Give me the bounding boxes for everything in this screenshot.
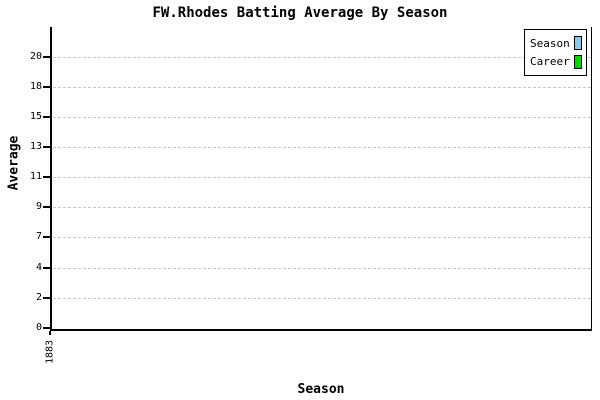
legend-label-career: Career: [530, 55, 570, 69]
x-tick-mark: [49, 331, 51, 335]
legend-swatch-season: [574, 36, 582, 51]
y-tick-label: 13: [29, 141, 42, 152]
y-tick-mark: [43, 297, 51, 299]
y-tick-label: 4: [35, 262, 42, 273]
gridline-4: [53, 268, 591, 269]
y-tick-mark: [43, 206, 51, 208]
gridline-9: [53, 207, 591, 208]
y-tick-mark: [43, 176, 51, 178]
y-tick-label: 2: [35, 292, 42, 303]
y-tick-mark: [43, 146, 51, 148]
gridline-7: [53, 237, 591, 238]
y-tick-mark: [43, 236, 51, 238]
y-tick-label: 15: [29, 111, 42, 122]
y-tick-label: 18: [29, 81, 42, 92]
y-tick-label: 20: [29, 51, 42, 62]
legend-item-career: Career: [530, 54, 582, 69]
gridline-11: [53, 177, 591, 178]
y-tick-mark: [43, 86, 51, 88]
x-tick-label: 1883: [44, 339, 56, 365]
gridline-18: [53, 87, 591, 88]
y-tick-mark: [43, 267, 51, 269]
legend: Season Career: [524, 29, 587, 76]
gridline-20: [53, 57, 591, 58]
legend-swatch-career: [574, 54, 582, 69]
y-tick-label: 9: [35, 201, 42, 212]
y-tick-mark: [43, 56, 51, 58]
y-tick-label: 7: [35, 231, 42, 242]
y-tick-label: 11: [29, 171, 42, 182]
plot-area: [50, 27, 592, 331]
gridline-2: [53, 298, 591, 299]
legend-item-season: Season: [530, 36, 582, 51]
y-tick-mark: [43, 116, 51, 118]
y-tick-mark: [43, 327, 51, 329]
chart-title: FW.Rhodes Batting Average By Season: [152, 5, 448, 21]
y-tick-label: 0: [35, 322, 42, 333]
x-axis-title: Season: [297, 382, 345, 397]
gridline-15: [53, 117, 591, 118]
legend-label-season: Season: [530, 36, 570, 50]
gridline-13: [53, 147, 591, 148]
